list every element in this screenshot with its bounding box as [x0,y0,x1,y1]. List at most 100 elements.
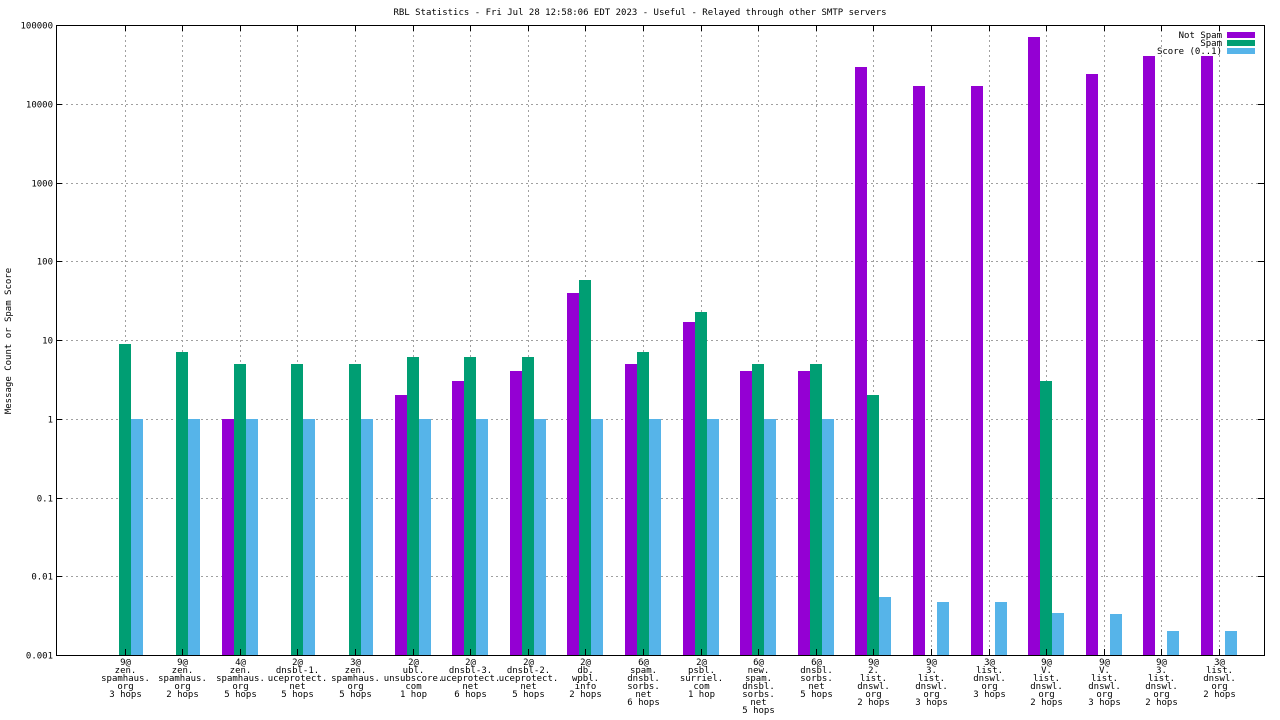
x-tick-label: 2@ db. wpbl. info 2 hops [569,658,602,700]
bar-spam [867,395,879,655]
x-tick-label-line: 5 hops [512,690,545,700]
x-tick-label-line: zen. [115,666,137,676]
x-tick-label-line: dnswl. [1030,682,1063,692]
x-tick-label-line: 3@ [1214,658,1225,668]
x-tick-label-line: spamhaus. [216,674,265,684]
x-tick-label-line: info [575,682,597,692]
bar-score-0-1 [303,419,315,655]
bar-score-0-1 [188,419,200,655]
x-tick-label: 2@ dnsbl-3. uceprotect. net 6 hops [441,658,501,700]
legend-swatch [1227,48,1255,54]
x-tick-label-line: list. [918,674,945,684]
x-tick-label-line: 2@ [465,658,476,668]
x-tick-label: 9@ 2. list. dnswl. org 2 hops [857,658,890,708]
x-tick-label-line: 3 hops [1088,698,1121,708]
x-tick-label-line: org [1096,690,1112,700]
bar-not-spam [683,322,695,655]
x-tick-label-line: sorbs. [742,690,775,700]
x-tick-label-line: sorbs. [627,682,660,692]
bar-score-0-1 [534,419,546,655]
x-tick-label-line: net [520,682,536,692]
x-tick-label: 9@ zen. spamhaus. org 2 hops [158,658,207,700]
x-tick-label-line: 3 hops [915,698,948,708]
x-tick-label-line: V. [1041,666,1052,676]
x-tick-label-line: uceprotect. [268,674,328,684]
bar-spam [695,312,707,655]
bar-score-0-1 [764,419,776,655]
bar-not-spam [855,67,867,655]
x-tick-label-line: spam. [630,666,657,676]
y-tick-label: 100 [37,258,53,268]
x-tick-label: 9@ 3. list. dnswl. org 2 hops [1145,658,1178,708]
x-tick-label: 3@ list. dnswl. org 3 hops [973,658,1006,700]
x-tick-label-line: 9@ [868,658,879,668]
x-tick-label: 2@ dnsbl-2. uceprotect. net 5 hops [499,658,559,700]
x-tick-label-line: org [865,690,881,700]
bar-score-0-1 [995,602,1007,655]
x-tick-label-line: org [117,682,133,692]
x-tick-label-line: psbl. [688,666,715,676]
y-tick-label: 1 [48,416,53,426]
bar-spam [810,364,822,655]
bar-not-spam [452,381,464,655]
bar-score-0-1 [649,419,661,655]
x-tick-label-line: net [808,682,824,692]
bar-score-0-1 [879,597,891,655]
bar-not-spam [798,371,810,655]
x-tick-label-line: 2 hops [857,698,890,708]
bar-spam [349,364,361,655]
ticks-layer [56,25,1264,656]
x-tick-label-line: list. [1148,674,1175,684]
x-tick-label-line: org [1153,690,1169,700]
y-tick-label: 10 [42,337,53,347]
x-tick-label-line: spamhaus. [158,674,207,684]
x-tick-label: 9@ 3. list. dnswl. org 3 hops [915,658,948,708]
bar-not-spam [395,395,407,655]
x-tick-label-line: list. [1033,674,1060,684]
x-tick-label-line: net [635,690,651,700]
x-tick-label-line: wpbl. [572,674,599,684]
x-tick-label: 9@ V. list. dnswl. org 2 hops [1030,658,1063,708]
x-tick-label-line: 1 hop [400,690,427,700]
x-tick-label-line: list. [1206,666,1233,676]
x-tick-label-line: 5 hops [224,690,257,700]
bar-score-0-1 [419,419,431,655]
x-tick-label: 2@ psbl. surriel. com 1 hop [680,658,723,700]
y-tick-label: 100000 [20,22,53,32]
x-tick-label-line: V. [1099,666,1110,676]
bar-not-spam [913,86,925,655]
bar-spam [291,364,303,655]
x-tick-label-line: sorbs. [800,674,833,684]
x-tick-label-line: 3@ [350,658,361,668]
x-tick-label: 6@ dnsbl. sorbs. net 5 hops [800,658,833,700]
bars-layer [119,37,1237,655]
bar-spam [579,280,591,655]
x-tick-label-line: zen. [172,666,194,676]
x-tick-label-line: 5 hops [281,690,314,700]
x-tick-label-line: 6 hops [454,690,487,700]
x-tick-label-line: 9@ [1156,658,1167,668]
bar-spam [407,357,419,655]
x-tick-label-line: dnswl. [857,682,890,692]
bar-not-spam [222,419,234,655]
bar-not-spam [740,371,752,655]
x-tick-label-line: spamhaus. [331,674,380,684]
bar-score-0-1 [591,419,603,655]
x-tick-label-line: db. [577,666,593,676]
x-tick-label-line: 2 hops [569,690,602,700]
bar-spam [522,357,534,655]
x-tick-label-line: com [405,682,421,692]
x-tick-label-line: dnsbl. [800,666,833,676]
legend-swatch [1227,32,1255,38]
x-tick-label-line: 6@ [811,658,822,668]
x-tick-label-line: com [693,682,709,692]
legend-swatch [1227,40,1255,46]
x-tick-label: 9@ zen. spamhaus. org 3 hops [101,658,150,700]
x-tick-label: 2@ ubl. unsubscore. com 1 hop [384,658,444,700]
bar-not-spam [971,86,983,655]
bar-score-0-1 [131,419,143,655]
x-tick-label-line: 2 hops [1145,698,1178,708]
